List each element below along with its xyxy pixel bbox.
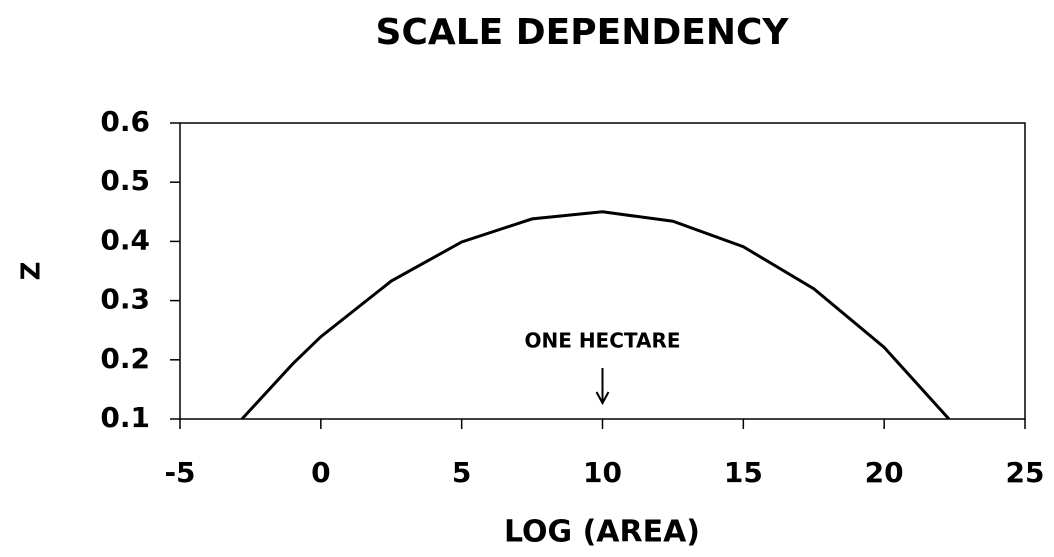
annotation-arrow [595,368,610,406]
y-tick-label: 0.2 [100,342,150,375]
x-tick-label: 0 [311,456,330,489]
y-tick-label: 0.1 [100,401,150,434]
x-tick-label: 10 [583,456,622,489]
x-axis-label: LOG (AREA) [504,515,700,550]
annotation: ONE HECTARE [524,329,680,353]
y-axis-label: Z [17,262,47,281]
y-tick-label: 0.6 [100,105,150,138]
x-tick-label: -5 [164,456,195,489]
x-tick-label: 5 [452,456,471,489]
line [240,210,951,421]
x-tick-label: 25 [1006,456,1045,489]
x-tick-label: 15 [724,456,763,489]
y-tick-label: 0.5 [100,164,150,197]
y-tick-label: 0.4 [100,223,150,256]
y-tick-label: 0.3 [100,283,150,316]
x-tick-label: 20 [865,456,904,489]
chart-title: SCALE DEPENDENCY [376,12,790,53]
